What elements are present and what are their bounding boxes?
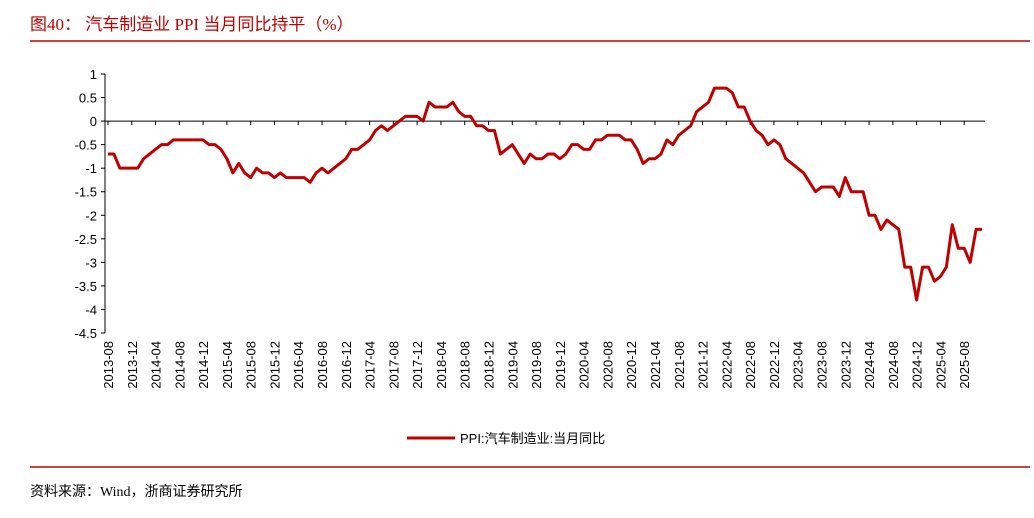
y-tick-label: -1 <box>85 161 97 176</box>
y-tick-label: 1 <box>90 67 97 82</box>
x-tick-label: 2022-04 <box>719 341 734 389</box>
y-tick-label: -3 <box>85 255 97 270</box>
y-tick-label: 0 <box>90 114 97 129</box>
x-tick-label: 2020-08 <box>600 341 615 389</box>
x-tick-label: 2025-04 <box>933 341 948 389</box>
x-tick-label: 2024-12 <box>910 341 925 389</box>
x-tick-label: 2019-04 <box>505 341 520 389</box>
y-tick-label: -2.5 <box>75 232 97 247</box>
chart-title: 图40： 汽车制造业 PPI 当月同比持平（%） <box>30 15 353 34</box>
x-tick-label: 2014-04 <box>149 341 164 389</box>
x-tick-label: 2015-12 <box>267 341 282 389</box>
y-tick-label: -3.5 <box>75 279 97 294</box>
source-note: 资料来源：Wind，浙商证券研究所 <box>30 484 243 500</box>
x-tick-label: 2024-08 <box>886 341 901 389</box>
x-tick-label: 2014-08 <box>172 341 187 389</box>
x-tick-label: 2018-04 <box>434 341 449 389</box>
x-tick-label: 2014-12 <box>196 341 211 389</box>
x-tick-label: 2016-04 <box>291 341 306 389</box>
x-tick-label: 2021-08 <box>672 341 687 389</box>
x-tick-label: 2016-12 <box>339 341 354 389</box>
x-tick-label: 2020-12 <box>624 341 639 389</box>
y-tick-label: 0.5 <box>79 91 97 106</box>
y-tick-label: -4.5 <box>75 326 97 341</box>
legend-label: PPI:汽车制造业:当月同比 <box>460 431 605 446</box>
x-tick-label: 2021-12 <box>696 341 711 389</box>
x-tick-label: 2017-12 <box>410 341 425 389</box>
x-tick-label: 2015-04 <box>220 341 235 389</box>
x-tick-label: 2019-08 <box>529 341 544 389</box>
x-tick-label: 2021-04 <box>648 341 663 389</box>
x-tick-label: 2017-04 <box>363 341 378 389</box>
x-tick-label: 2025-08 <box>957 341 972 389</box>
x-tick-label: 2019-12 <box>553 341 568 389</box>
y-tick-label: -1.5 <box>75 185 97 200</box>
x-tick-label: 2015-08 <box>244 341 259 389</box>
x-tick-label: 2022-08 <box>743 341 758 389</box>
y-tick-label: -2 <box>85 208 97 223</box>
data-line <box>107 86 983 302</box>
x-tick-label: 2022-12 <box>767 341 782 389</box>
x-tick-label: 2023-12 <box>838 341 853 389</box>
x-tick-label: 2020-04 <box>577 341 592 389</box>
x-tick-label: 2013-12 <box>125 341 140 389</box>
y-tick-label: -4 <box>85 302 97 317</box>
x-tick-label: 2017-08 <box>386 341 401 389</box>
x-tick-label: 2023-08 <box>814 341 829 389</box>
x-tick-label: 2018-12 <box>482 341 497 389</box>
x-tick-label: 2023-04 <box>791 341 806 389</box>
x-tick-label: 2018-08 <box>458 341 473 389</box>
y-tick-label: -0.5 <box>75 138 97 153</box>
x-tick-label: 2024-04 <box>862 341 877 389</box>
x-tick-label: 2016-08 <box>315 341 330 389</box>
x-tick-label: 2013-08 <box>101 341 116 389</box>
